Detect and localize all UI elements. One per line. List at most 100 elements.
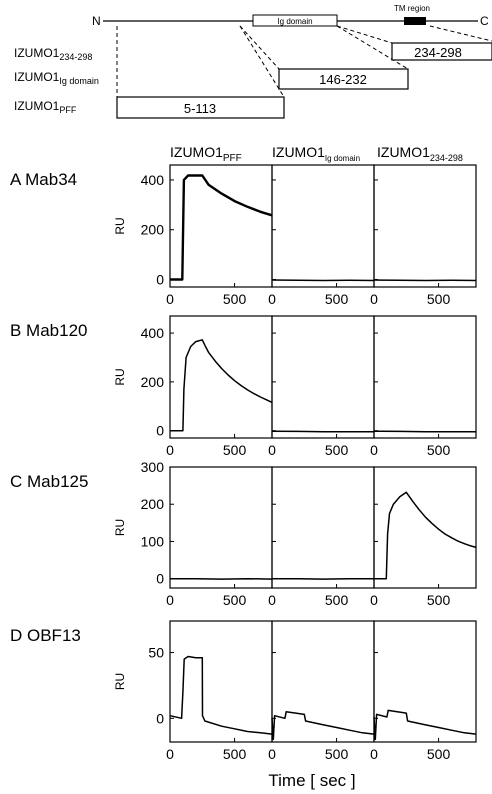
sensorgram-line [373, 430, 476, 433]
x-tick-label: 500 [223, 592, 247, 608]
x-tick-label: 500 [427, 592, 451, 608]
subplot: 0 500 [268, 315, 375, 458]
panel-b: B Mab120 RU 0 200 400 0 500 0 500 0 500 [10, 315, 477, 458]
panel-title: A Mab34 [10, 170, 77, 189]
x-tick-label: 0 [370, 442, 378, 458]
construct-label-pff: IZUMO1PFF [14, 99, 77, 115]
x-tick-label: 500 [427, 442, 451, 458]
plot-frame [169, 620, 273, 743]
subplot: 0 500 [268, 466, 375, 608]
x-tick-label: 0 [370, 291, 378, 307]
construct-range-pff: 5-113 [184, 101, 216, 116]
column-header-234-298: IZUMO1234-298 [377, 144, 463, 163]
sensorgram-line [271, 711, 375, 741]
y-axis-label: RU [113, 673, 127, 690]
panel-c: C Mab125 RU 0 100 200 300 0 500 0 500 0 500 [10, 459, 477, 608]
y-tick-label: 0 [156, 272, 164, 288]
plot-frame [373, 466, 477, 589]
construct-label-234-298: IZUMO1234-298 [14, 46, 92, 62]
y-tick-label: 200 [141, 222, 165, 238]
subplot: 0 500 [166, 466, 273, 608]
panel-title: B Mab120 [10, 321, 88, 340]
y-tick-label: 0 [156, 710, 164, 726]
plot-frame [169, 466, 273, 589]
x-tick-label: 500 [325, 291, 349, 307]
guide-234-left [336, 25, 393, 44]
c-terminus-label: C [480, 14, 489, 28]
guide-pff-right [239, 25, 285, 98]
subplot: 0 500 [166, 620, 273, 762]
column-headers: IZUMO1PFF IZUMO1Ig domain IZUMO1234-298 [170, 144, 463, 164]
ig-domain-box [252, 14, 338, 27]
x-tick-label: 0 [166, 442, 174, 458]
tm-region-box [404, 17, 426, 25]
panel-title: C Mab125 [10, 472, 88, 491]
y-axis-label: RU [113, 519, 127, 536]
column-header-ig-domain: IZUMO1Ig domain [272, 144, 360, 163]
tm-region-label: TM region [394, 4, 430, 13]
sensorgram-line [170, 339, 273, 432]
guide-ig-left [239, 25, 280, 70]
x-tick-label: 0 [268, 592, 276, 608]
construct-label-ig-domain: IZUMO1Ig domain [14, 70, 99, 86]
sensorgram-line [374, 491, 477, 580]
plot-frame [271, 315, 375, 439]
x-tick-label: 500 [223, 291, 247, 307]
x-tick-label: 500 [223, 442, 247, 458]
plot-frame [271, 466, 375, 589]
subplot: 0 500 [268, 620, 375, 762]
subplot: 0 500 [268, 164, 375, 307]
construct-box-234-298 [391, 42, 492, 61]
construct-box-ig-domain [278, 68, 409, 90]
y-tick-label: 400 [141, 325, 165, 341]
x-tick-label: 0 [166, 291, 174, 307]
y-axis-label: RU [113, 217, 127, 234]
x-tick-label: 500 [427, 291, 451, 307]
x-tick-label: 0 [166, 592, 174, 608]
x-tick-label: 0 [370, 746, 378, 762]
plot-frame [271, 164, 375, 288]
y-tick-label: 50 [148, 645, 164, 661]
plot-frame [169, 164, 273, 288]
y-tick-label: 400 [141, 172, 165, 188]
protein-schematic: N C Ig domain TM region IZUMO1234-298 IZ… [14, 4, 492, 119]
x-tick-label: 0 [268, 442, 276, 458]
subplot: 0 500 [370, 466, 477, 608]
x-tick-label: 500 [325, 746, 349, 762]
x-tick-label: 0 [166, 746, 174, 762]
construct-box-pff [116, 96, 285, 119]
y-tick-label: 200 [141, 374, 165, 390]
y-tick-label: 200 [141, 496, 165, 512]
x-tick-label: 0 [268, 291, 276, 307]
x-tick-label: 0 [268, 746, 276, 762]
sensorgram-line [373, 279, 477, 282]
n-terminus-label: N [92, 14, 101, 28]
subplot: 0 500 [370, 620, 477, 762]
x-tick-label: 500 [427, 746, 451, 762]
sensorgram-line [169, 655, 273, 735]
panel-a: A Mab34 RU 0 200 400 0 500 0 500 0 500 [10, 164, 477, 307]
sensorgram-line [271, 430, 374, 433]
y-tick-label: 0 [156, 423, 164, 439]
plot-frame [373, 315, 477, 439]
x-tick-label: 500 [325, 442, 349, 458]
panel-title: D OBF13 [10, 626, 81, 645]
y-tick-label: 100 [141, 533, 165, 549]
construct-range-234-298: 234-298 [414, 45, 462, 60]
y-tick-label: 0 [156, 571, 164, 587]
sensorgram-line [373, 709, 477, 741]
plot-frame [373, 164, 477, 288]
subplot: 0 500 [370, 164, 477, 307]
x-tick-label: 0 [370, 592, 378, 608]
x-tick-label: 500 [223, 746, 247, 762]
x-tick-label: 500 [325, 592, 349, 608]
subplot: 0 500 [370, 315, 477, 458]
subplot: 0 500 [166, 315, 273, 458]
ig-domain-label: Ig domain [277, 17, 312, 26]
x-axis-title: Time [ sec ] [268, 771, 355, 790]
y-axis-label: RU [113, 368, 127, 385]
construct-range-ig-domain: 146-232 [319, 72, 367, 87]
